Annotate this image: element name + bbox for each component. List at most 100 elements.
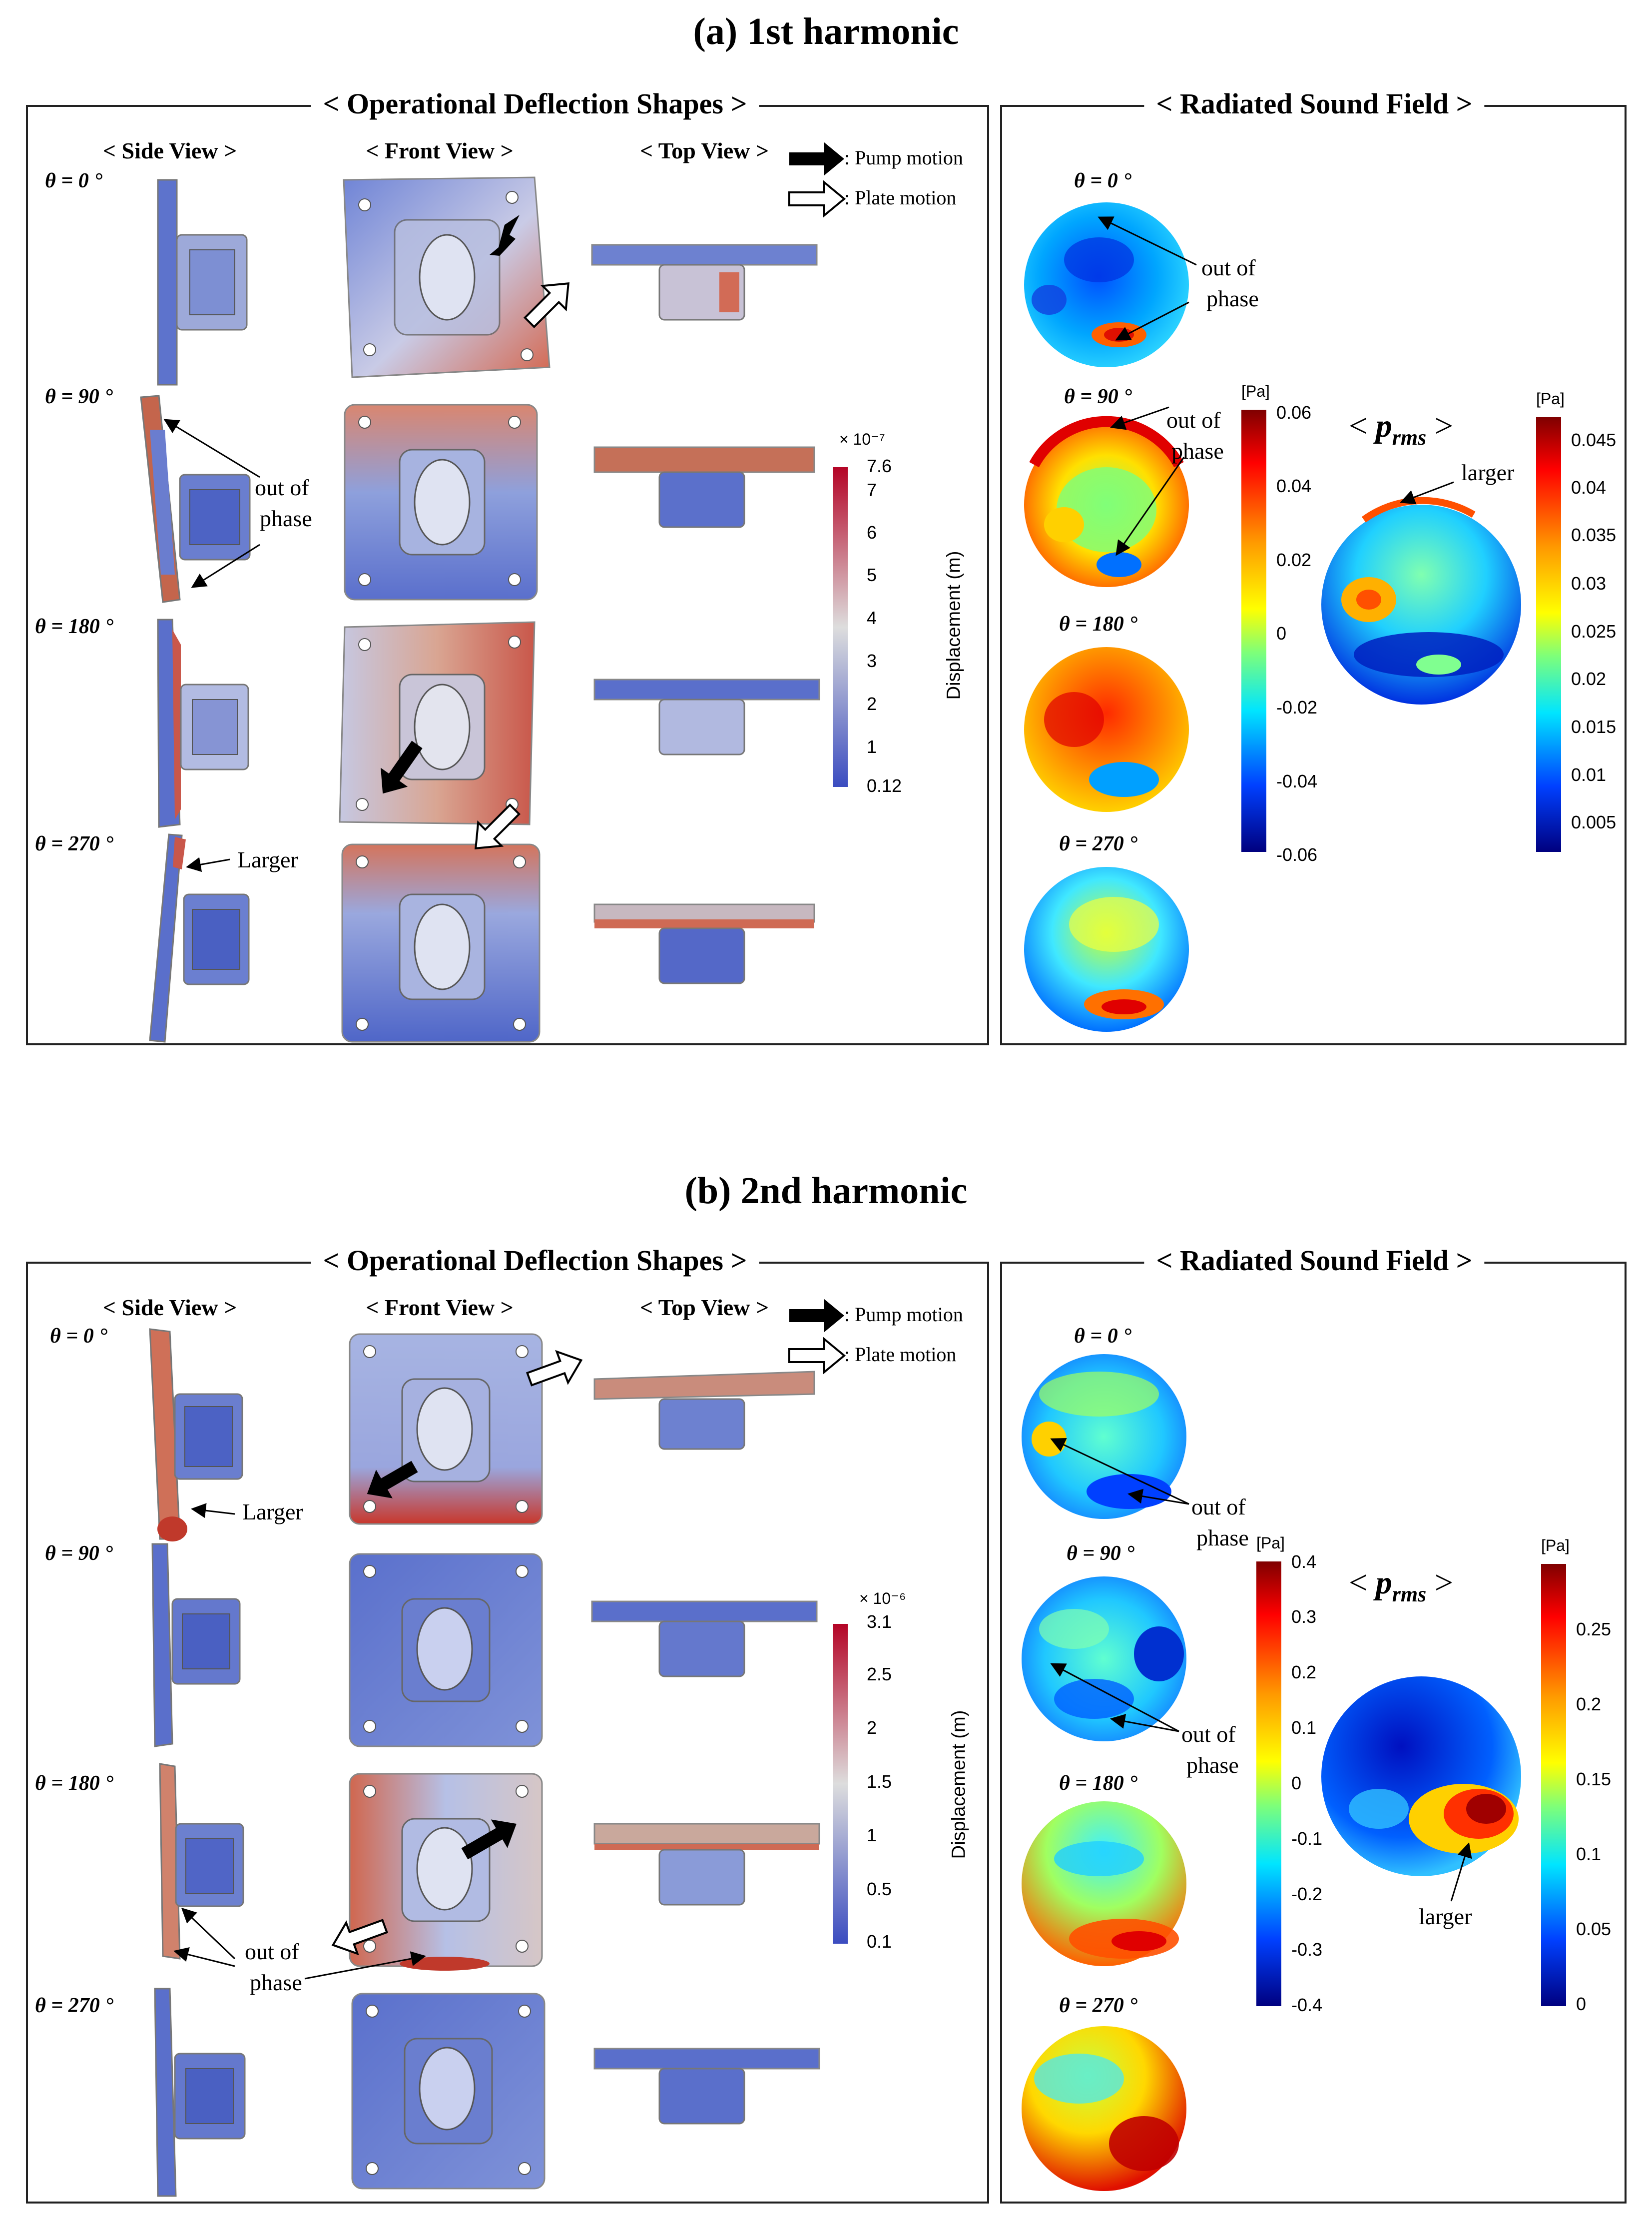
pressure-unit-a: [Pa] — [1241, 382, 1270, 400]
prms-tick-a: 0.03 — [1571, 573, 1607, 594]
sound-panel-a: < Radiated Sound Field > — [1000, 87, 1627, 1045]
disp-tick-b: 0.1 — [867, 1931, 892, 1952]
disp-tick-a: 7.6 — [867, 456, 892, 476]
disp-tick-a: 7 — [867, 480, 877, 500]
top-view-0-b — [593, 1371, 815, 1450]
disp-tick-a: 4 — [867, 608, 877, 628]
angle-180-a: θ = 180 ° — [35, 615, 114, 638]
disp-tick-b: 0.5 — [867, 1879, 892, 1899]
pressure-tick-a: -0.06 — [1276, 844, 1318, 865]
sphere-90-a — [1024, 416, 1189, 587]
disp-tick-a: 0.12 — [867, 775, 902, 796]
front-view-180-a — [339, 621, 536, 825]
sound-oop-arrow-2b-b — [1110, 1714, 1179, 1732]
prms-label-a: < prms > — [1349, 408, 1453, 450]
side-view-180-b — [159, 1763, 244, 1960]
top-view-0-a — [591, 244, 818, 321]
side-view-0-a — [157, 179, 248, 386]
section-b-title: (b) 2nd harmonic — [684, 1170, 968, 1212]
disp-tick-a: 2 — [867, 694, 877, 714]
sound-oop-arrow-1b-b — [1127, 1489, 1189, 1505]
sphere-180-b — [1022, 1801, 1186, 1966]
prms-tick-a: 0.035 — [1571, 525, 1617, 545]
ods-oop-arrow-1-b — [181, 1907, 236, 1960]
sound-oop-arrow-2b — [1115, 457, 1185, 556]
displacement-colorbar-b — [833, 1624, 848, 1944]
disp-tick-a: 1 — [867, 737, 877, 757]
sound-panel-b: < Radiated Sound Field > — [1000, 1244, 1627, 2204]
prms-tick-a: 0.02 — [1571, 669, 1607, 689]
sound-angle-270-b: θ = 270 ° — [1059, 1994, 1138, 2017]
ods-larger-arrow-a — [186, 857, 230, 872]
ods-out-of-phase-label-a: out of phase — [255, 475, 312, 531]
pressure-tick-b: -0.2 — [1291, 1884, 1323, 1904]
pressure-tick-b: -0.3 — [1291, 1939, 1323, 1960]
disp-tick-a: 6 — [867, 522, 877, 543]
front-view-0-a — [343, 176, 570, 378]
sound-angle-180-b: θ = 180 ° — [1059, 1772, 1138, 1795]
ods-oop-arrow-2-b — [173, 1947, 235, 1967]
front-view-90-b — [349, 1553, 543, 1747]
front-view-label-a: < Front View > — [366, 138, 514, 163]
section-a-title: (a) 1st harmonic — [693, 10, 959, 52]
side-view-label-a: < Side View > — [102, 138, 237, 163]
prms-tick-a: 0.01 — [1571, 764, 1607, 785]
sound-angle-0-a: θ = 0 ° — [1074, 169, 1132, 192]
prms-unit-a: [Pa] — [1536, 390, 1565, 408]
pump-motion-label-b: : Pump motion — [844, 1303, 963, 1326]
sound-angle-90-a: θ = 90 ° — [1064, 385, 1132, 408]
front-view-0-b — [349, 1333, 583, 1525]
top-view-270-a — [593, 903, 815, 984]
sound-oop-label-2-a: out of phase — [1166, 407, 1224, 464]
prms-tick-b: 0.25 — [1576, 1619, 1612, 1639]
prms-tick-a: 0.045 — [1571, 430, 1617, 450]
displacement-colorbar-a — [833, 467, 848, 787]
sound-larger-arrow-a — [1400, 481, 1454, 505]
plate-motion-label-b: : Plate motion — [844, 1343, 957, 1366]
side-view-180-a — [157, 619, 249, 828]
sphere-90-b — [1022, 1576, 1186, 1741]
pressure-tick-a: 0.04 — [1276, 476, 1312, 496]
sound-oop-label-1-a: out of phase — [1201, 255, 1259, 311]
side-view-90-a — [140, 395, 251, 603]
prms-tick-a: 0.005 — [1571, 812, 1617, 832]
front-view-180-b — [331, 1773, 543, 1971]
prms-colorbar-a — [1536, 417, 1561, 852]
pressure-tick-b: 0.4 — [1291, 1551, 1317, 1572]
prms-tick-b: 0.1 — [1576, 1844, 1602, 1864]
pressure-tick-a: 0.06 — [1276, 402, 1312, 423]
prms-tick-b: 0 — [1576, 1994, 1587, 2014]
side-view-0-b — [149, 1328, 243, 1541]
top-view-180-b — [593, 1823, 820, 1906]
ods-larger-label-a: Larger — [237, 847, 298, 872]
front-view-270-a — [341, 803, 541, 1043]
side-view-270-a — [149, 833, 250, 1043]
prms-tick-b: 0.15 — [1576, 1769, 1612, 1789]
angle-270-a: θ = 270 ° — [35, 832, 114, 855]
pressure-tick-b: 0.2 — [1291, 1662, 1317, 1682]
side-view-270-b — [154, 1988, 246, 2197]
disp-tick-b: 3.1 — [867, 1611, 892, 1632]
prms-tick-a: 0.025 — [1571, 621, 1617, 642]
sound-oop-arrow-2a — [1110, 406, 1169, 430]
ods-title-b: < Operational Deflection Shapes > — [311, 1244, 759, 1277]
top-view-label-b: < Top View > — [639, 1295, 769, 1320]
sphere-0-b — [1022, 1354, 1186, 1519]
sphere-270-a — [1024, 867, 1189, 1032]
prms-unit-b: [Pa] — [1541, 1536, 1570, 1554]
ods-panel-b: < Operational Deflection Shapes > — [26, 1244, 989, 2204]
plate-motion-label-a: : Plate motion — [844, 186, 957, 209]
pressure-tick-b: -0.4 — [1291, 1995, 1323, 2015]
prms-label-b: < prms > — [1349, 1564, 1453, 1606]
sphere-180-a — [1024, 647, 1189, 812]
angle-90-a: θ = 90 ° — [45, 385, 113, 408]
sound-larger-arrow-b — [1450, 1842, 1472, 1902]
pressure-tick-b: 0 — [1291, 1773, 1302, 1793]
sound-oop-arrow-1b — [1115, 301, 1189, 341]
ods-larger-label-b: Larger — [242, 1499, 303, 1524]
sound-angle-90-b: θ = 90 ° — [1067, 1542, 1135, 1565]
top-view-180-a — [593, 679, 820, 755]
